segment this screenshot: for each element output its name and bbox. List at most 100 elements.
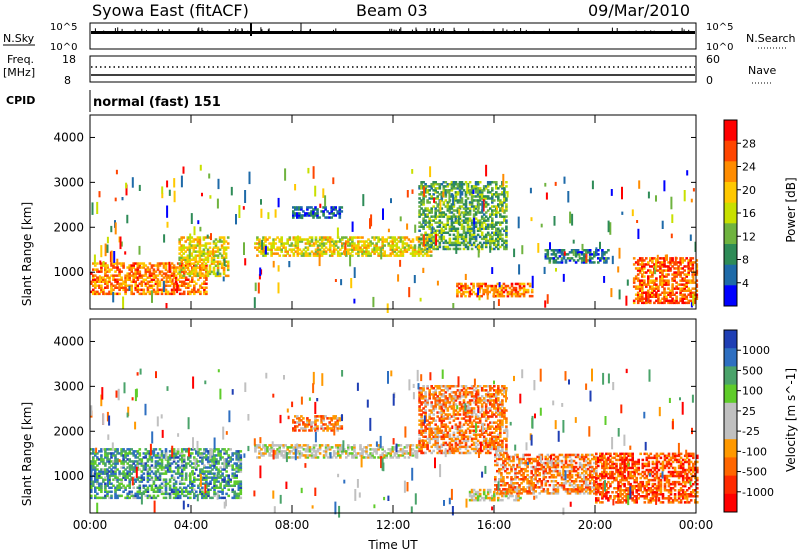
heatmap-cell xyxy=(389,252,393,255)
heatmap-cell xyxy=(670,196,673,210)
heatmap-cell xyxy=(146,266,150,269)
heatmap-cell xyxy=(521,245,524,255)
heatmap-cell xyxy=(448,225,452,228)
heatmap-cell xyxy=(140,478,144,481)
heatmap-cell xyxy=(304,212,307,215)
heatmap-cell xyxy=(199,492,202,496)
heatmap-cell xyxy=(489,237,492,241)
heatmap-cell xyxy=(154,496,158,500)
heatmap-cell xyxy=(306,421,309,424)
heatmap-cell xyxy=(92,484,95,487)
heatmap-cell xyxy=(667,299,670,303)
heatmap-cell xyxy=(199,488,202,491)
heatmap-cell xyxy=(434,201,437,204)
heatmap-cell xyxy=(438,237,442,241)
heatmap-cell xyxy=(657,299,660,303)
heatmap-cell xyxy=(446,245,450,249)
heatmap-cell xyxy=(357,452,360,455)
heatmap-cell xyxy=(466,245,470,249)
heatmap-cell xyxy=(339,448,342,451)
heatmap-cell xyxy=(198,242,202,245)
heatmap-cell xyxy=(464,237,468,241)
heatmap-cell xyxy=(382,208,384,220)
heatmap-cell xyxy=(94,268,97,271)
heatmap-cell xyxy=(165,303,168,309)
heatmap-cell xyxy=(472,235,476,239)
heatmap-cell xyxy=(221,474,224,477)
heatmap-cell xyxy=(187,278,190,281)
heatmap-cell xyxy=(316,244,320,247)
heatmap-cell xyxy=(470,221,474,224)
heatmap-cell xyxy=(476,181,480,184)
heatmap-cell xyxy=(152,274,156,277)
heatmap-cell xyxy=(597,261,600,264)
heatmap-cell xyxy=(641,281,644,284)
heatmap-cell xyxy=(476,189,480,192)
heatmap-cell xyxy=(452,227,456,230)
heatmap-cell xyxy=(341,242,344,245)
heatmap-cell xyxy=(497,199,500,202)
heatmap-cell xyxy=(126,472,129,475)
heatmap-cell xyxy=(626,279,629,286)
heatmap-cell xyxy=(130,452,133,455)
heatmap-cell xyxy=(118,262,121,265)
heatmap-cell xyxy=(480,284,483,288)
heatmap-cell xyxy=(482,235,486,239)
heatmap-cell xyxy=(312,421,315,424)
heatmap-cell xyxy=(292,238,296,241)
heatmap-cell xyxy=(322,210,325,213)
heatmap-cell xyxy=(495,195,498,198)
heatmap-cell xyxy=(144,468,148,471)
heatmap-cell xyxy=(124,452,127,455)
heatmap-cell xyxy=(262,244,265,247)
heatmap-cell xyxy=(683,285,686,288)
heatmap-cell xyxy=(391,450,395,453)
heatmap-cell xyxy=(476,247,480,251)
heatmap-cell xyxy=(417,252,421,255)
heatmap-cell xyxy=(189,478,192,481)
heatmap-cell xyxy=(172,470,176,473)
heatmap-cell xyxy=(219,454,222,457)
heatmap-cell xyxy=(258,250,261,253)
heatmap-cell xyxy=(124,280,127,283)
heatmap-cell xyxy=(420,439,423,443)
heatmap-cell xyxy=(270,248,273,251)
heatmap-cell xyxy=(102,496,105,500)
heatmap-cell xyxy=(166,458,170,461)
heatmap-cell xyxy=(334,456,338,459)
heatmap-cell xyxy=(491,189,494,192)
heatmap-cell xyxy=(365,244,368,247)
heatmap-cell xyxy=(100,280,103,283)
heatmap-cell xyxy=(497,231,500,234)
heatmap-cell xyxy=(162,456,166,459)
heatmap-cell xyxy=(361,450,364,453)
heatmap-cell xyxy=(191,486,194,489)
heatmap-cell xyxy=(381,456,384,459)
heatmap-cell xyxy=(213,486,216,489)
heatmap-cell xyxy=(438,245,442,249)
heatmap-cell xyxy=(210,233,212,241)
heatmap-cell xyxy=(178,452,182,455)
heatmap-cell xyxy=(442,189,446,192)
heatmap-cell xyxy=(318,236,322,239)
heatmap-cell xyxy=(553,216,556,226)
heatmap-cell xyxy=(681,277,684,280)
heatmap-cell xyxy=(632,263,636,266)
heatmap-cell xyxy=(199,290,202,294)
heatmap-cell xyxy=(254,246,257,249)
heatmap-cell xyxy=(432,189,435,192)
heatmap-cell xyxy=(452,303,455,309)
heatmap-cell xyxy=(462,292,465,296)
heatmap-cell xyxy=(399,450,403,453)
heatmap-cell xyxy=(156,494,160,498)
heatmap-cell xyxy=(695,259,699,262)
heatmap-cell xyxy=(272,448,275,451)
heatmap-cell xyxy=(280,454,283,457)
heatmap-cell xyxy=(484,282,487,286)
heatmap-cell xyxy=(266,248,269,251)
heatmap-cell xyxy=(330,417,333,420)
heatmap-cell xyxy=(464,207,468,210)
heatmap-cell xyxy=(530,294,534,298)
heatmap-cell xyxy=(120,264,123,267)
heatmap-cell xyxy=(428,247,431,251)
